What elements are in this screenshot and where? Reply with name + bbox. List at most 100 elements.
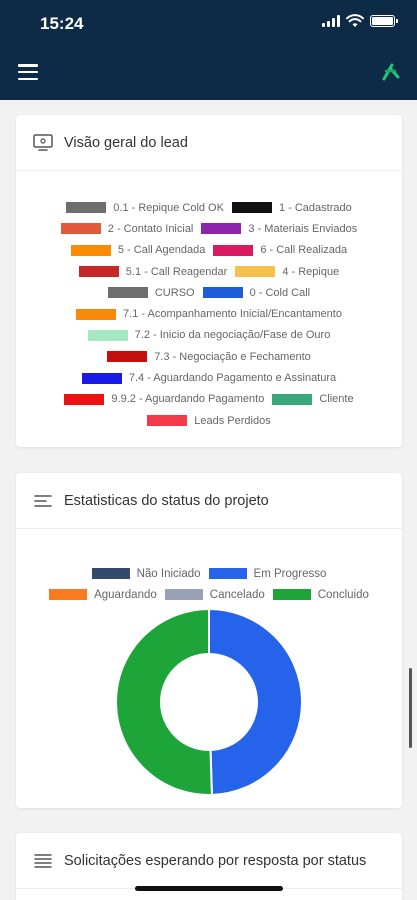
list-icon (32, 850, 54, 872)
legend-swatch (64, 393, 105, 405)
legend-swatch (81, 372, 122, 384)
legend-label: Aguardando (94, 588, 157, 601)
legend-swatch (272, 589, 311, 601)
legend-swatch (231, 202, 272, 214)
legend-item[interactable]: 1 - Cadastrado (231, 201, 352, 214)
signal-icon (322, 15, 340, 27)
battery-icon (370, 15, 398, 27)
legend-item[interactable]: 9.9.2 - Aguardando Pagamento (64, 393, 264, 405)
app-header: 15:24 (0, 0, 417, 100)
legend-swatch (66, 202, 107, 214)
legend-item[interactable]: Cancelado (164, 588, 265, 601)
legend-swatch (70, 244, 111, 256)
donut-chart-wrap (16, 607, 402, 797)
legend-row: CURSO 0 - Cold Call (24, 282, 394, 303)
legend-swatch (76, 308, 117, 320)
project-status-title: Estatisticas do status do projeto (64, 492, 269, 509)
legend-row: 7.3 - Negociação e Fechamento (24, 346, 394, 367)
legend-item[interactable]: 6 - Call Realizada (213, 244, 347, 256)
legend-row: 5 - Call Agendada 6 - Call Realizada (24, 240, 394, 261)
legend-swatch (272, 393, 313, 405)
status-time: 15:24 (40, 14, 84, 33)
legend-label: Em Progresso (253, 567, 327, 580)
legend-swatch (107, 287, 148, 299)
legend-item[interactable]: CURSO (107, 287, 195, 299)
legend-label: 7.1 - Acompanhamento Inicial/Encantament… (123, 308, 342, 321)
legend-item[interactable]: 7.4 - Aguardando Pagamento e Assinatura (81, 372, 337, 385)
legend-label: 3 - Materiais Enviados (248, 222, 358, 235)
lead-overview-card: Visão geral do lead 0.1 - Repique Cold O… (16, 115, 402, 447)
legend-label: 5.1 - Call Reagendar (125, 265, 228, 278)
legend-label: 0.1 - Repique Cold OK (113, 201, 224, 214)
legend-item[interactable]: 0 - Cold Call (202, 286, 311, 299)
legend-swatch (147, 415, 188, 427)
legend-label: Leads Perdidos (194, 414, 271, 427)
legend-row: 0.1 - Repique Cold OK 1 - Cadastrado (24, 197, 394, 218)
lead-overview-header: Visão geral do lead (16, 115, 402, 171)
legend-row: 7.4 - Aguardando Pagamento e Assinatura (24, 367, 394, 388)
legend-label: 5 - Call Agendada (117, 244, 206, 257)
wifi-icon (346, 14, 364, 27)
legend-swatch (60, 223, 101, 235)
legend-label: 0 - Cold Call (249, 286, 311, 299)
legend-row: 7.1 - Acompanhamento Inicial/Encantament… (24, 303, 394, 324)
legend-row: 5.1 - Call Reagendar 4 - Repique (24, 261, 394, 282)
legend-swatch (87, 329, 128, 341)
legend-item[interactable]: 2 - Contato Inicial (60, 222, 194, 235)
legend-item[interactable]: 7.3 - Negociação e Fechamento (107, 351, 311, 363)
legend-item[interactable]: 5.1 - Call Reagendar (78, 265, 228, 278)
home-indicator[interactable] (135, 886, 283, 891)
legend-item[interactable]: 0.1 - Repique Cold OK (66, 202, 224, 214)
scrollbar[interactable] (409, 668, 412, 748)
legend-row: Não Iniciado Em Progresso (16, 563, 402, 584)
status-icons (322, 14, 398, 28)
legend-item[interactable]: 5 - Call Agendada (70, 244, 206, 257)
legend-label: 7.4 - Aguardando Pagamento e Assinatura (128, 372, 337, 385)
legend-swatch (49, 589, 88, 601)
legend-label: Concluido (317, 588, 369, 601)
legend-row: Aguardando Cancelado Concluido (16, 584, 402, 605)
legend-item[interactable]: 7.2 - Inicio da negociação/Fase de Ouro (87, 329, 331, 342)
legend-item[interactable]: Não Iniciado (91, 567, 201, 580)
legend-label: 9.9.2 - Aguardando Pagamento (111, 393, 265, 406)
legend-item[interactable]: Em Progresso (208, 567, 327, 580)
app-logo-icon[interactable] (381, 62, 401, 82)
requests-header: Solicitações esperando por resposta por … (16, 833, 402, 889)
hamburger-menu-icon[interactable] (18, 64, 38, 80)
project-status-header: Estatisticas do status do projeto (16, 473, 402, 529)
monitor-icon (32, 132, 54, 154)
legend-label: Não Iniciado (136, 567, 201, 580)
align-left-icon (32, 490, 54, 512)
legend-item[interactable]: 4 - Repique (235, 266, 339, 278)
legend-swatch (202, 287, 243, 299)
lead-legend: 0.1 - Repique Cold OK 1 - Cadastrado 2 - C… (16, 171, 402, 431)
legend-row: 9.9.2 - Aguardando Pagamento Cliente (24, 389, 394, 410)
legend-item[interactable]: 3 - Materiais Enviados (201, 223, 357, 235)
legend-label: 1 - Cadastrado (278, 201, 352, 214)
project-status-card: Estatisticas do status do projeto Não In… (16, 473, 402, 808)
legend-swatch (201, 223, 242, 235)
legend-swatch (164, 589, 203, 601)
project-status-legend: Não Iniciado Em Progresso Aguardando Cancel… (16, 529, 402, 606)
legend-item[interactable]: 7.1 - Acompanhamento Inicial/Encantament… (76, 308, 342, 320)
legend-swatch (235, 266, 276, 278)
legend-label: 7.3 - Negociação e Fechamento (154, 350, 311, 363)
legend-item[interactable]: Concluido (272, 588, 369, 601)
donut-slice-em-progresso[interactable] (208, 607, 303, 796)
project-status-donut (115, 607, 303, 796)
legend-label: 7.2 - Inicio da negociação/Fase de Ouro (134, 329, 331, 342)
legend-label: Cliente (319, 393, 354, 406)
legend-item[interactable]: Cliente (272, 393, 354, 406)
legend-swatch (107, 351, 148, 363)
donut-slice-concluido[interactable] (115, 607, 213, 796)
lead-overview-title: Visão geral do lead (64, 134, 188, 151)
legend-item[interactable]: Aguardando (49, 589, 157, 601)
legend-label: 4 - Repique (282, 265, 340, 278)
requests-title: Solicitações esperando por resposta por … (64, 852, 367, 869)
legend-label: 2 - Contato Inicial (107, 222, 194, 235)
legend-label: Cancelado (209, 588, 265, 601)
legend-label: 6 - Call Realizada (260, 244, 348, 257)
legend-swatch (78, 266, 119, 278)
legend-swatch (208, 568, 247, 580)
legend-item[interactable]: Leads Perdidos (147, 414, 271, 427)
